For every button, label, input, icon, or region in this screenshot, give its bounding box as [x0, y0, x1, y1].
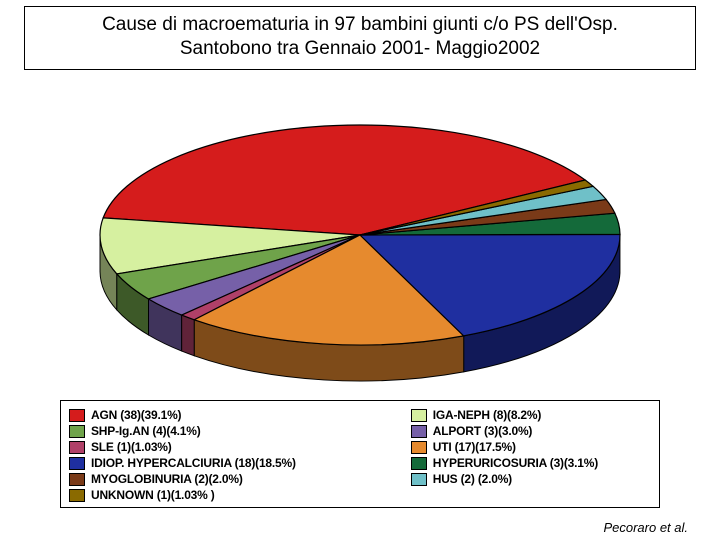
legend-swatch-iganeph	[411, 409, 427, 422]
legend-label-hyperur: HYPERURICOSURIA (3)(3.1%)	[433, 455, 598, 471]
legend-label-agn: AGN (38)(39.1%)	[91, 407, 181, 423]
legend-swatch-hyperur	[411, 457, 427, 470]
legend-swatch-unknown	[69, 489, 85, 502]
legend-item-hyperur: HYPERURICOSURIA (3)(3.1%)	[411, 455, 651, 471]
legend-label-idiop: IDIOP. HYPERCALCIURIA (18)(18.5%)	[91, 455, 296, 471]
legend-item-uti: UTI (17)(17.5%)	[411, 439, 651, 455]
legend-label-hus: HUS (2) (2.0%)	[433, 471, 512, 487]
legend-swatch-sle	[69, 441, 85, 454]
legend-swatch-myoglob	[69, 473, 85, 486]
legend-item-hus: HUS (2) (2.0%)	[411, 471, 651, 487]
legend-swatch-alport	[411, 425, 427, 438]
legend: AGN (38)(39.1%)SHP-Ig.AN (4)(4.1%)SLE (1…	[60, 400, 660, 508]
legend-label-alport: ALPORT (3)(3.0%)	[433, 423, 532, 439]
legend-swatch-uti	[411, 441, 427, 454]
pie-side-sle	[182, 315, 195, 356]
legend-label-sle: SLE (1)(1.03%)	[91, 439, 172, 455]
title-box: Cause di macroematuria in 97 bambini giu…	[24, 6, 696, 70]
legend-swatch-idiop	[69, 457, 85, 470]
legend-item-alport: ALPORT (3)(3.0%)	[411, 423, 651, 439]
pie-chart	[60, 80, 660, 390]
legend-item-iganeph: IGA-NEPH (8)(8.2%)	[411, 407, 651, 423]
legend-label-uti: UTI (17)(17.5%)	[433, 439, 516, 455]
legend-item-shpigan: SHP-Ig.AN (4)(4.1%)	[69, 423, 401, 439]
legend-label-unknown: UNKNOWN (1)(1.03% )	[91, 487, 215, 503]
legend-item-sle: SLE (1)(1.03%)	[69, 439, 401, 455]
legend-label-iganeph: IGA-NEPH (8)(8.2%)	[433, 407, 541, 423]
legend-swatch-hus	[411, 473, 427, 486]
legend-label-myoglob: MYOGLOBINURIA (2)(2.0%)	[91, 471, 243, 487]
legend-label-shpigan: SHP-Ig.AN (4)(4.1%)	[91, 423, 201, 439]
legend-swatch-shpigan	[69, 425, 85, 438]
citation: Pecoraro et al.	[599, 519, 692, 536]
title-line-2: Santobono tra Gennaio 2001- Maggio2002	[180, 38, 540, 59]
legend-swatch-agn	[69, 409, 85, 422]
legend-item-idiop: IDIOP. HYPERCALCIURIA (18)(18.5%)	[69, 455, 401, 471]
legend-item-myoglob: MYOGLOBINURIA (2)(2.0%)	[69, 471, 401, 487]
legend-item-agn: AGN (38)(39.1%)	[69, 407, 401, 423]
legend-item-unknown: UNKNOWN (1)(1.03% )	[69, 487, 401, 503]
title-line-1: Cause di macroematuria in 97 bambini giu…	[102, 14, 618, 35]
